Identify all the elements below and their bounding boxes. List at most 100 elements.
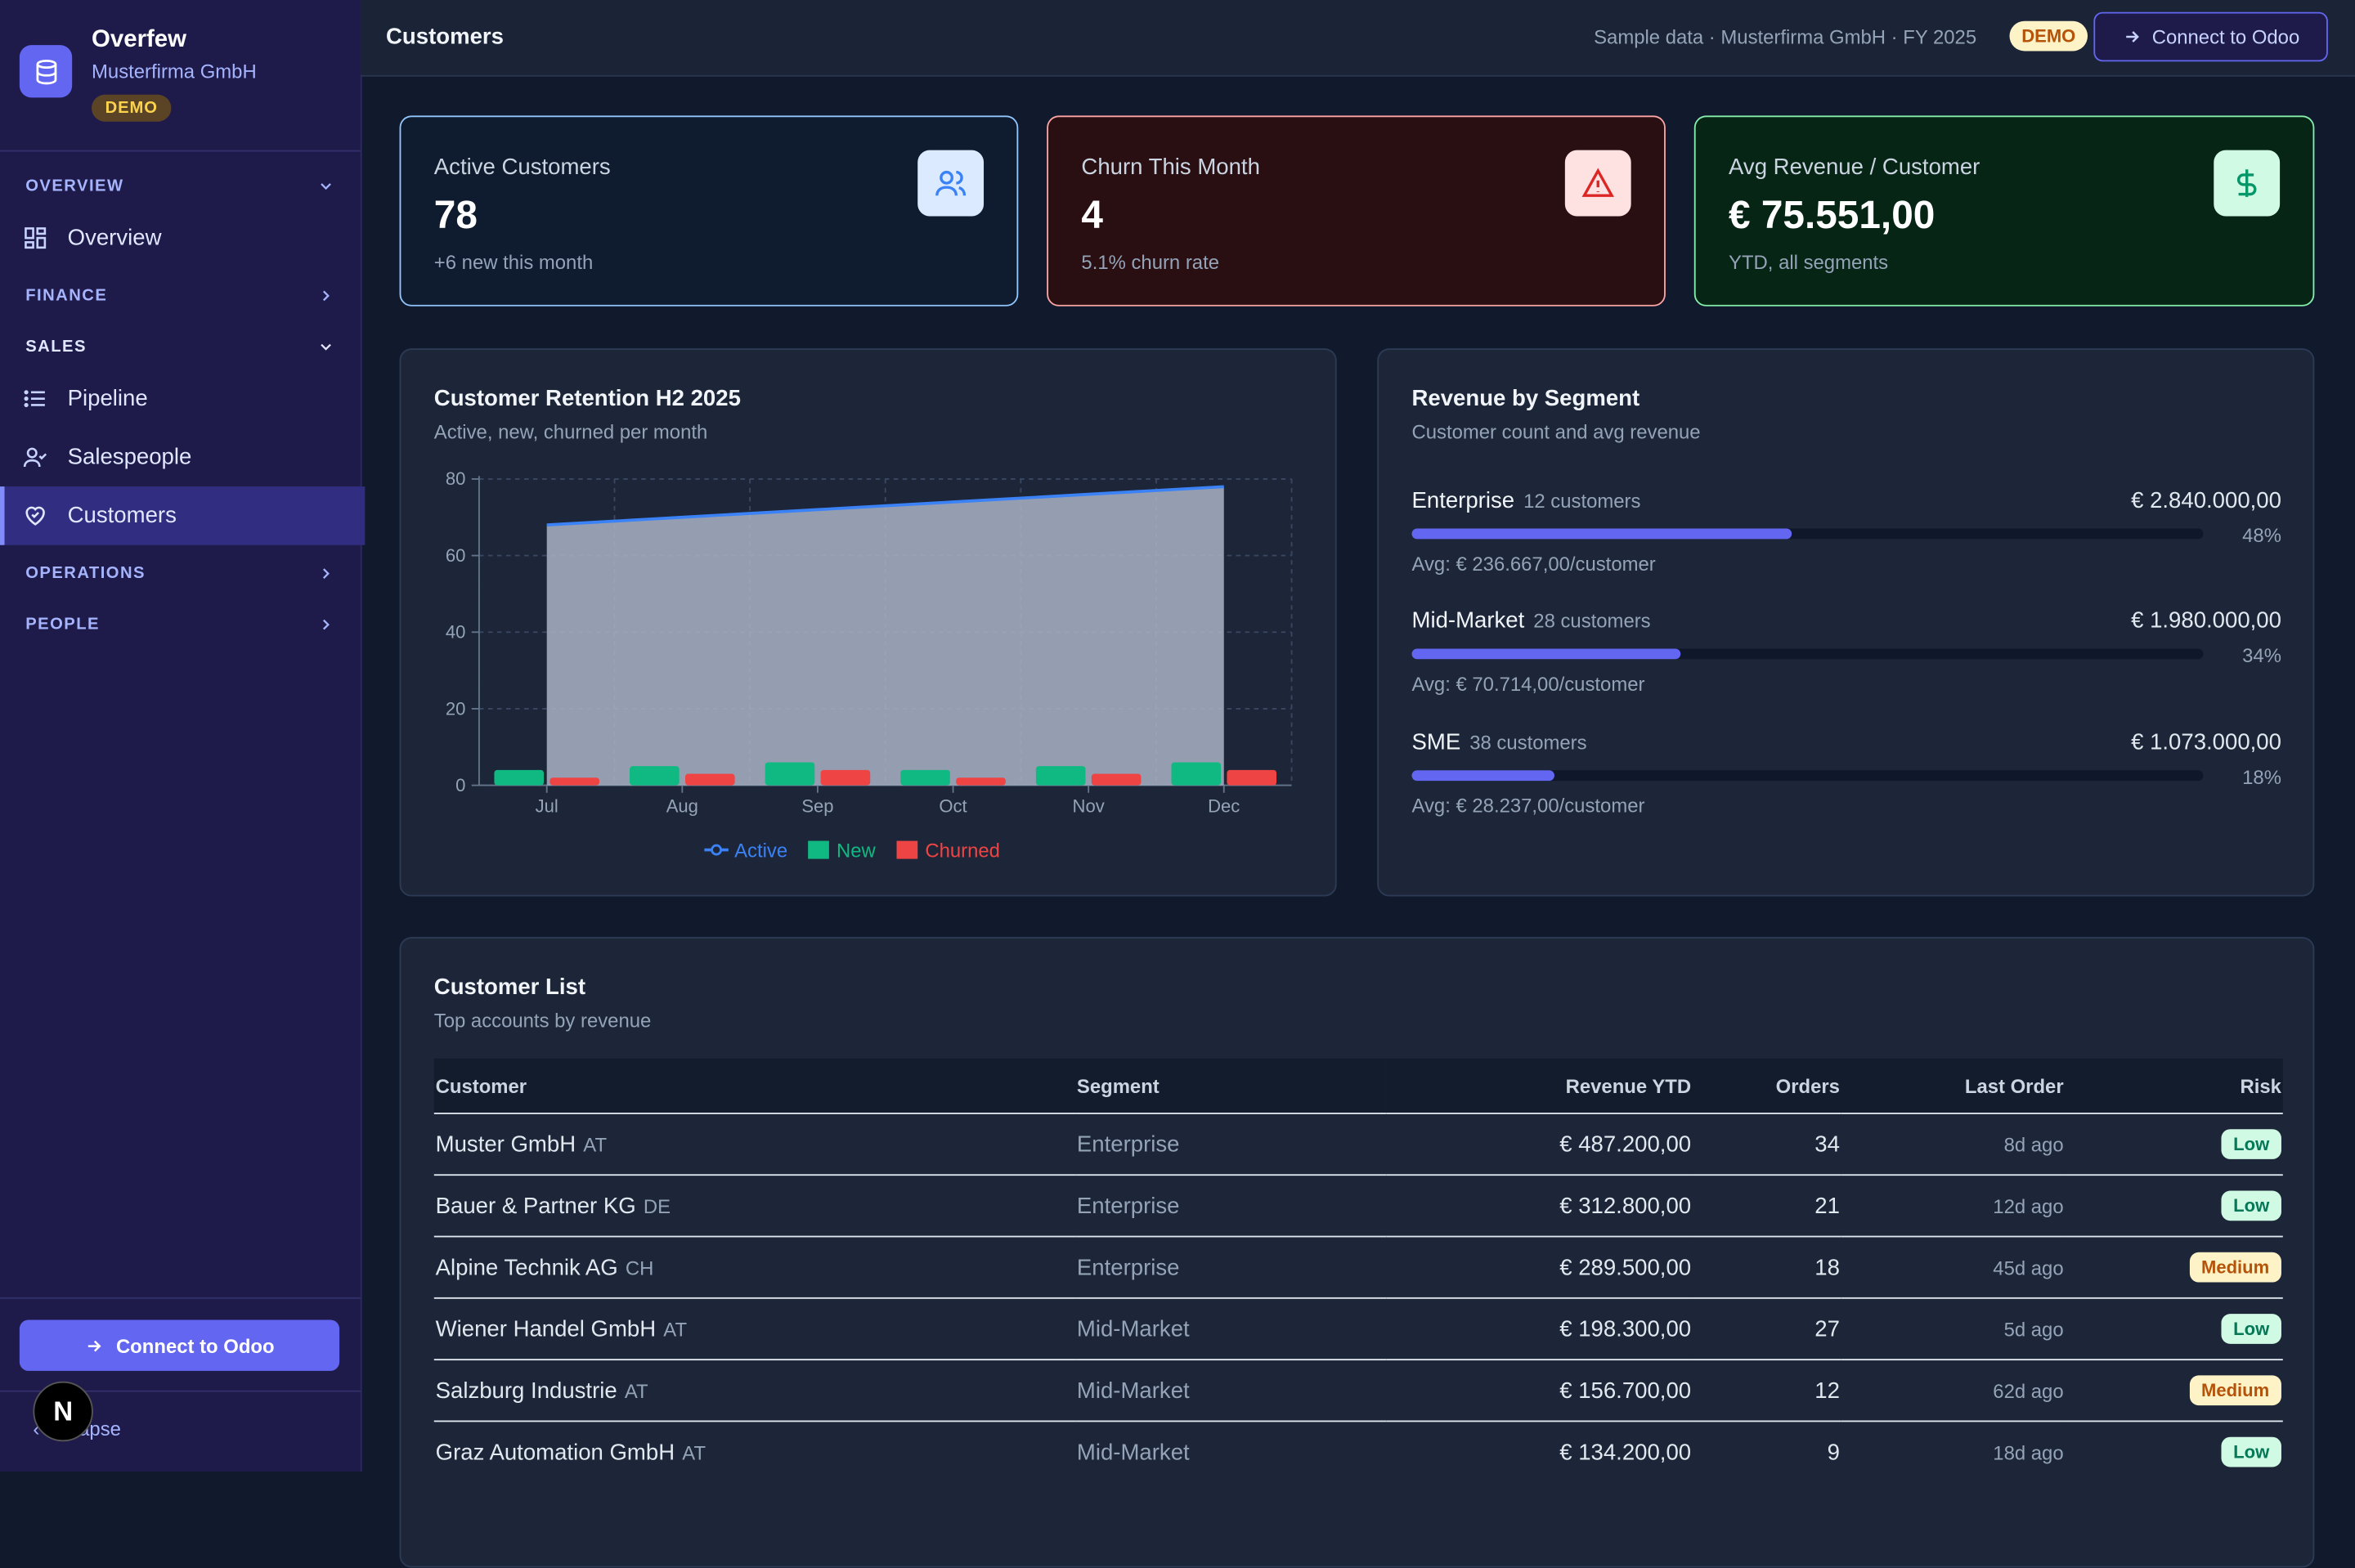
bar-churned-dec xyxy=(1227,769,1277,786)
customer-name[interactable]: Salzburg Industrie xyxy=(435,1378,617,1404)
section-overview[interactable]: OVERVIEW xyxy=(25,177,334,195)
orders-cell: 12 xyxy=(1692,1359,1841,1422)
customer-cell[interactable]: Graz Automation GmbH AT xyxy=(433,1420,1076,1482)
risk-cell: Medium xyxy=(2065,1359,2283,1422)
panel-title: Customer Retention H2 2025 xyxy=(433,386,741,412)
revenue-cell: € 312.800,00 xyxy=(1386,1174,1693,1237)
panel-subtitle: Customer count and avg revenue xyxy=(1411,420,1701,443)
customer-cell[interactable]: Muster GmbH AT xyxy=(433,1112,1076,1176)
column-header-risk[interactable]: Risk xyxy=(2065,1058,2283,1113)
segment-cell: Mid-Market xyxy=(1075,1359,1387,1422)
y-tick-label: 60 xyxy=(446,545,466,566)
customer-name[interactable]: Alpine Technik AG xyxy=(435,1254,618,1280)
dev-badge[interactable]: N xyxy=(33,1381,93,1442)
risk-cell: Low xyxy=(2065,1297,2283,1360)
arrow-right-icon xyxy=(2125,31,2139,43)
section-finance[interactable]: FINANCE xyxy=(25,287,334,305)
table-row[interactable]: Salzburg Industrie AT Mid-Market € 156.700,… xyxy=(433,1359,2283,1422)
customer-name[interactable]: Bauer & Partner KG xyxy=(435,1193,636,1219)
segment-count: 12 customers xyxy=(1523,489,1641,513)
chevron-down-icon xyxy=(321,183,331,190)
customer-cell[interactable]: Alpine Technik AG CH xyxy=(433,1235,1076,1298)
country-code: AT xyxy=(682,1440,706,1463)
orders-cell: 34 xyxy=(1692,1112,1841,1176)
segment-name: Mid-Market xyxy=(1411,607,1525,634)
legend-active-marker xyxy=(711,844,722,856)
last-order-cell: 5d ago xyxy=(1841,1297,2066,1360)
country-code: AT xyxy=(663,1317,688,1341)
bar-churned-sep xyxy=(820,769,871,786)
x-tick-label: Nov xyxy=(1073,796,1105,817)
segment-amount: € 1.073.000,00 xyxy=(2131,729,2281,755)
bar-churned-nov xyxy=(1091,773,1142,786)
legend-active-label: Active xyxy=(734,840,787,862)
section-operations[interactable]: OPERATIONS xyxy=(25,565,334,583)
table-row[interactable]: Muster GmbH AT Enterprise € 487.200,00 34 8d … xyxy=(433,1112,2283,1176)
sidebar-item-pipeline[interactable]: Pipeline xyxy=(0,370,361,428)
last-order-cell: 18d ago xyxy=(1841,1420,2066,1482)
sidebar-item-salespeople[interactable]: Salespeople xyxy=(0,428,361,486)
table-row[interactable]: Wiener Handel GmbH AT Mid-Market € 198.300,… xyxy=(433,1297,2283,1360)
chevron-right-icon xyxy=(322,290,330,302)
connect-label: Connect to Odoo xyxy=(2151,25,2300,48)
customer-cell[interactable]: Salzburg Industrie AT xyxy=(433,1359,1076,1422)
segment-amount: € 1.980.000,00 xyxy=(2131,607,2281,634)
connect-odoo-button[interactable]: Connect to Odoo xyxy=(19,1319,340,1371)
customer-name[interactable]: Graz Automation GmbH xyxy=(435,1439,675,1465)
x-tick-label: Aug xyxy=(666,796,698,817)
y-tick-label: 40 xyxy=(446,622,466,643)
customer-cell[interactable]: Bauer & Partner KG DE xyxy=(433,1174,1076,1237)
column-header-revenue[interactable]: Revenue YTD xyxy=(1386,1058,1693,1113)
kpi-value: 4 xyxy=(1081,192,1103,238)
header-connect-button[interactable]: Connect to Odoo xyxy=(2093,11,2328,62)
segment-bar-fill xyxy=(1411,528,1792,540)
last-order-cell: 12d ago xyxy=(1841,1174,2066,1237)
customer-list-panel: Customer List Top accounts by revenue Cu… xyxy=(399,937,2315,1568)
segment-amount: € 2.840.000,00 xyxy=(2131,487,2281,514)
revenue-cell: € 289.500,00 xyxy=(1386,1235,1693,1298)
orders-cell: 9 xyxy=(1692,1420,1841,1482)
sidebar-item-customers[interactable]: Customers xyxy=(0,486,366,545)
orders-cell: 18 xyxy=(1692,1235,1841,1298)
retention-panel: Customer Retention H2 2025 Active, new, … xyxy=(399,348,1337,897)
segment-name: SME xyxy=(1411,729,1461,755)
segment-bar-fill xyxy=(1411,648,1681,660)
risk-cell: Medium xyxy=(2065,1235,2283,1298)
table-row[interactable]: Alpine Technik AG CH Enterprise € 289.500,0… xyxy=(433,1235,2283,1298)
legend-churned-swatch xyxy=(896,840,918,859)
sidebar-item-overview[interactable]: Overview xyxy=(0,208,361,267)
customer-name[interactable]: Wiener Handel GmbH xyxy=(435,1315,657,1342)
risk-badge: Low xyxy=(2221,1314,2281,1344)
segment-bar-fill xyxy=(1411,770,1554,782)
segment-cell: Mid-Market xyxy=(1075,1420,1387,1482)
sidebar-item-label: Pipeline xyxy=(67,386,148,412)
risk-badge: Low xyxy=(2221,1190,2281,1221)
y-tick-label: 20 xyxy=(446,698,466,719)
bar-new-oct xyxy=(900,769,950,786)
customer-cell[interactable]: Wiener Handel GmbH AT xyxy=(433,1297,1076,1360)
segment-cell: Mid-Market xyxy=(1075,1297,1387,1360)
bar-new-nov xyxy=(1035,766,1086,786)
x-tick-label: Jul xyxy=(536,796,558,817)
column-header-segment[interactable]: Segment xyxy=(1075,1058,1387,1113)
kpi-churn: Churn This Month 4 5.1% churn rate xyxy=(1047,115,1666,307)
legend-new-label: New xyxy=(837,840,877,862)
section-sales[interactable]: SALES xyxy=(25,338,334,356)
section-people[interactable]: PEOPLE xyxy=(25,616,334,634)
segment-cell: Enterprise xyxy=(1075,1235,1387,1298)
table-row[interactable]: Graz Automation GmbH AT Mid-Market € 134.20… xyxy=(433,1420,2283,1482)
bar-new-jul xyxy=(494,769,545,786)
chevron-down-icon xyxy=(321,343,331,351)
legend-new-swatch xyxy=(808,840,829,859)
kpi-avg-revenue: Avg Revenue / Customer € 75.551,00 YTD, … xyxy=(1693,115,2315,307)
bar-new-sep xyxy=(765,762,815,786)
user-check-icon xyxy=(23,444,50,471)
table-row[interactable]: Bauer & Partner KG DE Enterprise € 312.800,… xyxy=(433,1174,2283,1237)
column-header-last-order[interactable]: Last Order xyxy=(1841,1058,2066,1113)
column-header-orders[interactable]: Orders xyxy=(1692,1058,1841,1113)
customer-name[interactable]: Muster GmbH xyxy=(435,1131,576,1158)
legend-churned-label: Churned xyxy=(925,840,1000,862)
segment-avg: Avg: € 28.237,00/customer xyxy=(1411,794,1645,818)
kpi-sub: 5.1% churn rate xyxy=(1081,250,1219,274)
column-header-customer[interactable]: Customer xyxy=(433,1058,1076,1113)
